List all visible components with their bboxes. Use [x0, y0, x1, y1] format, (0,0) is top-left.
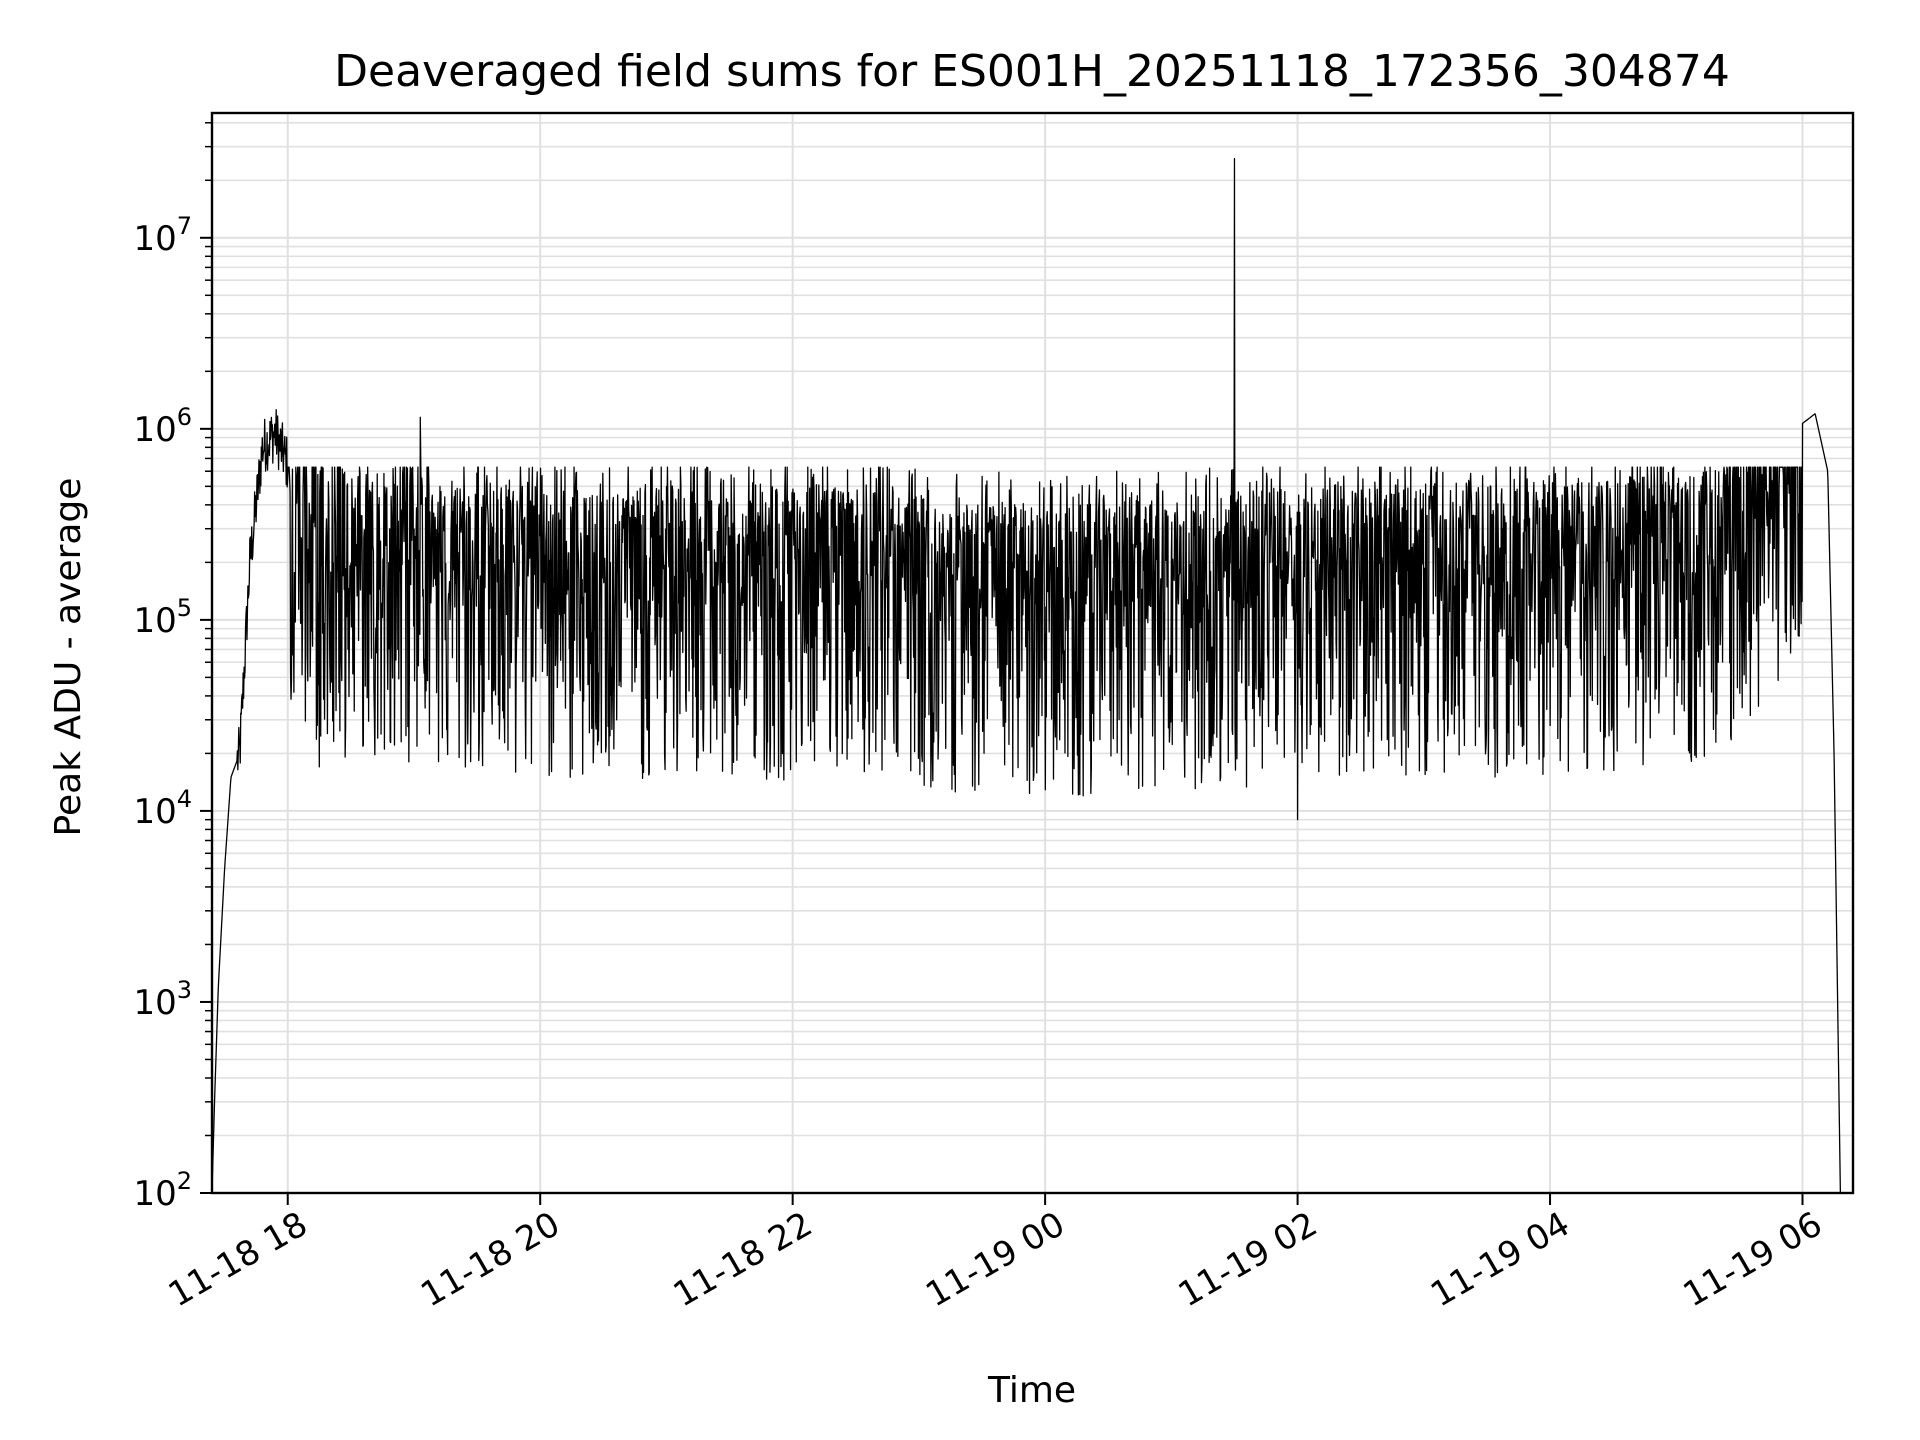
chart-title: Deaveraged field sums for ES001H_2025111…: [334, 46, 1730, 97]
series-layer: [211, 157, 1842, 1194]
x-axis-label: Time: [987, 1370, 1076, 1411]
y-axis-label: Peak ADU - average: [48, 478, 89, 837]
series-line: [211, 157, 1842, 1194]
plot-frame: [210, 111, 1855, 1195]
y-tick-label: 104: [133, 785, 192, 832]
